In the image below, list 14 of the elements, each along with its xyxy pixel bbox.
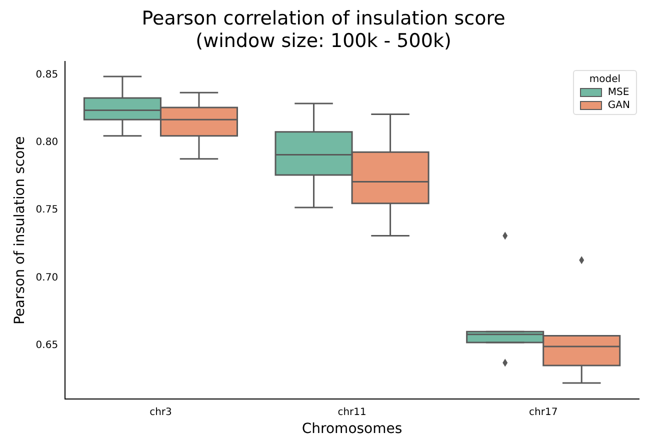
y-tick-label: 0.75 — [36, 204, 58, 216]
legend-label: MSE — [608, 87, 630, 98]
y-axis-title: Pearson of insulation score — [12, 136, 28, 325]
x-tick-label: chr17 — [529, 406, 558, 418]
x-axis-title: Chromosomes — [302, 421, 402, 438]
y-tick-label: 0.80 — [36, 137, 58, 148]
y-tick-label: 0.65 — [36, 340, 58, 351]
legend-title: model — [588, 74, 622, 85]
y-tick-label: 0.85 — [36, 70, 58, 81]
y-tick-label: 0.70 — [36, 272, 58, 284]
x-tick-label: chr11 — [338, 406, 366, 418]
x-tick-label: chr3 — [150, 406, 172, 418]
chart-title: Pearson correlation of insulation score (window size: 100k - 500k) — [142, 7, 506, 52]
legend-label: GAN — [608, 100, 630, 111]
